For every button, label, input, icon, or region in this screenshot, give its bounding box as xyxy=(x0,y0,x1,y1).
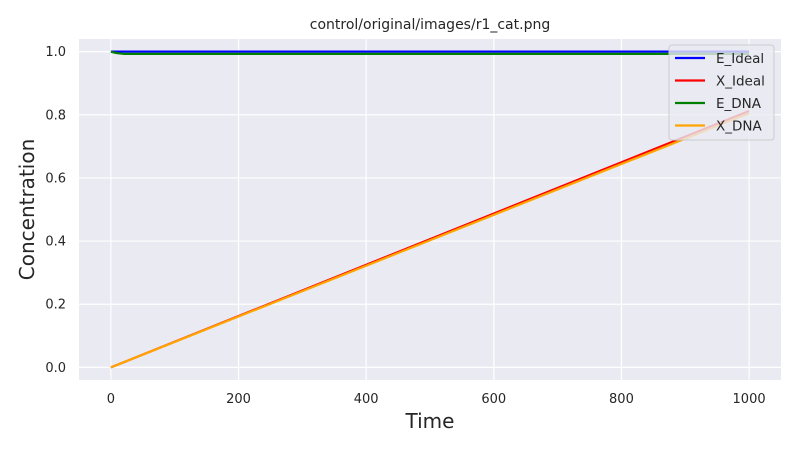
y-tick-label: 1.0 xyxy=(45,45,66,60)
x-tick-label: 400 xyxy=(354,392,379,407)
legend-box xyxy=(668,44,775,141)
y-axis-label: Concentration xyxy=(15,139,39,280)
x-tick-label: 800 xyxy=(609,392,634,407)
chart-title: control/original/images/r1_cat.png xyxy=(310,17,550,33)
series-lines xyxy=(110,50,750,369)
x-tick-label: 200 xyxy=(226,392,251,407)
y-tick-label: 0.4 xyxy=(45,235,66,250)
series-line-x-dna xyxy=(110,112,750,369)
y-tick-label: 0.2 xyxy=(45,298,66,313)
y-ticks: 0.0 0.2 0.4 0.6 0.8 1.0 xyxy=(45,45,66,376)
x-tick-label: 600 xyxy=(481,392,506,407)
legend: E_Ideal X_Ideal E_DNA X_DNA xyxy=(668,44,775,141)
legend-label: X_DNA xyxy=(716,119,762,135)
plot-area xyxy=(79,39,781,380)
x-axis-label: Time xyxy=(405,409,455,433)
y-tick-label: 0.6 xyxy=(45,171,66,186)
legend-label: E_Ideal xyxy=(716,51,764,67)
x-ticks: 0 200 400 600 800 1000 xyxy=(107,392,766,407)
y-tick-label: 0.8 xyxy=(45,108,66,123)
legend-label: X_Ideal xyxy=(716,74,765,90)
series-line-e-dna xyxy=(110,50,750,55)
x-tick-label: 0 xyxy=(107,392,115,407)
legend-label: E_DNA xyxy=(716,96,762,112)
x-tick-label: 1000 xyxy=(733,392,766,407)
y-tick-label: 0.0 xyxy=(45,361,66,376)
